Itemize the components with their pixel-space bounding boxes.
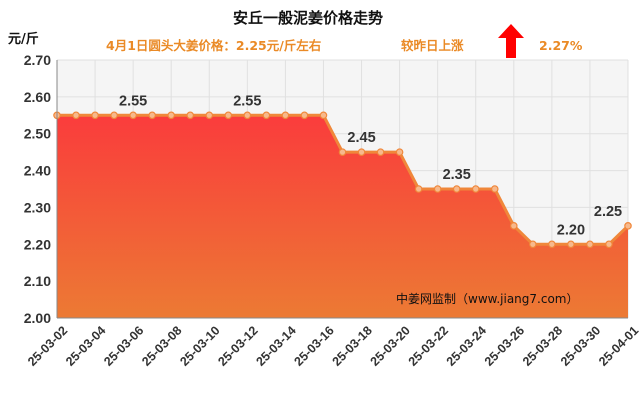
x-tick-label: 25-03-20 [368, 323, 413, 368]
x-tick-label: 25-03-02 [25, 323, 70, 368]
data-point [357, 148, 366, 156]
y-unit-label: 元/斤 [8, 31, 39, 47]
data-point [148, 111, 156, 120]
data-point [605, 240, 613, 249]
x-tick-labels: 25-03-0225-03-0425-03-0625-03-0825-03-10… [25, 323, 641, 368]
data-point [186, 111, 195, 120]
axes [56, 60, 628, 319]
data-point [376, 148, 385, 156]
y-tick-label: 2.60 [24, 89, 51, 105]
data-point [72, 111, 80, 120]
x-tick-label: 25-03-30 [558, 323, 603, 368]
watermark: 中姜网监制（www.jiang7.com） [396, 291, 578, 306]
data-labels: 2.55 2.55 2.45 2.35 2.20 2.25 [119, 93, 622, 238]
y-tick-label: 2.40 [24, 163, 51, 179]
chart-title: 安丘一般泥姜价格走势 [233, 9, 383, 27]
subtitle-price: 4月1日圆头大姜价格：2.25元/斤左右 [106, 38, 321, 53]
data-point [281, 111, 290, 120]
data-point [452, 185, 461, 193]
data-label: 2.35 [443, 167, 471, 183]
x-tick-label: 25-03-24 [444, 323, 489, 368]
x-tick-label: 25-03-06 [101, 323, 146, 368]
y-tick-label: 2.20 [24, 236, 51, 252]
data-point [395, 148, 404, 156]
data-point [243, 111, 252, 120]
data-point [262, 111, 271, 120]
up-arrow-icon [498, 24, 524, 58]
data-point [300, 111, 309, 120]
data-point [91, 111, 99, 120]
y-tick-label: 2.70 [24, 52, 51, 68]
x-tick-label: 25-03-22 [406, 323, 451, 368]
y-tick-label: 2.50 [24, 126, 51, 142]
x-tick-label: 25-03-16 [292, 323, 337, 368]
x-tick-label: 25-04-01 [596, 323, 641, 368]
y-tick-labels: 2.00 2.10 2.20 2.30 2.40 2.50 2.60 2.70 [24, 52, 51, 326]
x-tick-label: 25-03-26 [482, 323, 527, 368]
data-point [414, 185, 423, 193]
x-tick-label: 25-03-10 [177, 323, 222, 368]
price-area [57, 115, 628, 319]
data-label: 2.55 [119, 93, 147, 109]
data-point [338, 148, 347, 156]
x-tick-label: 25-03-14 [253, 323, 298, 368]
data-point [586, 240, 594, 249]
data-point [319, 111, 328, 120]
data-point [110, 111, 118, 120]
data-point [567, 240, 575, 249]
x-tick-label: 25-03-04 [63, 323, 108, 368]
y-tick-label: 2.10 [24, 273, 51, 289]
data-point [548, 240, 556, 249]
data-point [490, 185, 499, 193]
x-tick-label: 25-03-12 [215, 323, 260, 368]
data-markers [53, 111, 632, 249]
subtitle-change-value: 2.27% [539, 38, 583, 53]
data-label: 2.25 [594, 204, 622, 220]
data-point [624, 222, 632, 230]
data-label: 2.55 [233, 93, 261, 109]
x-tick-label: 25-03-08 [139, 323, 184, 368]
data-label: 2.20 [557, 222, 585, 238]
data-point [471, 185, 480, 193]
x-tick-label: 25-03-28 [520, 323, 565, 368]
y-tick-label: 2.00 [24, 310, 51, 326]
data-point [529, 240, 537, 249]
data-point [205, 111, 214, 120]
x-tick-label: 25-03-18 [330, 323, 375, 368]
data-point [224, 111, 233, 120]
data-point [129, 111, 137, 120]
data-point [167, 111, 176, 120]
y-tick-label: 2.30 [24, 199, 51, 215]
data-point [433, 185, 442, 193]
data-point [509, 222, 518, 230]
data-label: 2.45 [347, 130, 375, 146]
subtitle-change: 较昨日上涨 [401, 38, 464, 53]
